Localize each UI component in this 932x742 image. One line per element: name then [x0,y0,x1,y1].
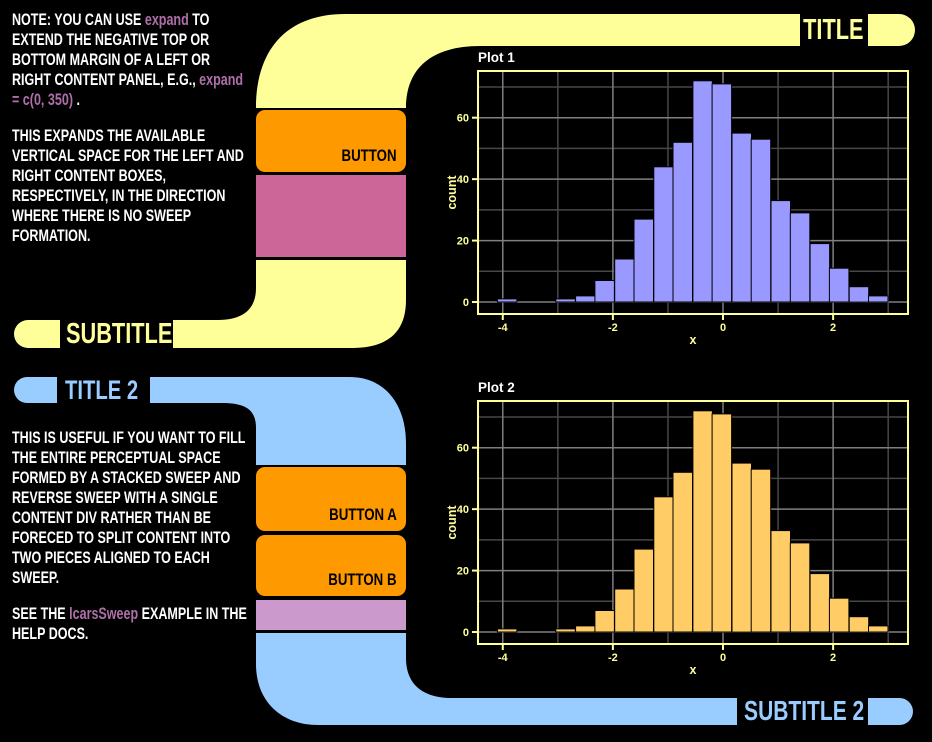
note2-paragraph1: THIS IS USEFUL IF YOU WANT TO FILL THE E… [12,428,252,588]
svg-text:Plot 2: Plot 2 [478,380,515,395]
svg-text:60: 60 [457,113,469,125]
title2-startcap [14,377,57,403]
svg-text:Plot 1: Plot 1 [478,50,515,65]
inline-code: expand = c(0, 350) [12,71,244,109]
svg-text:-4: -4 [498,652,509,664]
note-text-section2: THIS IS USEFUL IF YOU WANT TO FILL THE E… [12,428,252,660]
text-run: EXAMPLE IN THE HELP DOCS. [12,605,247,643]
title-endcap [868,14,915,46]
button-label: BUTTON [341,146,397,165]
button-b-label: BUTTON B [328,570,397,589]
text-run: THIS EXPANDS THE AVAILABLE VERTICAL SPAC… [12,127,244,245]
note2-paragraph2: SEE THE lcarsSweep EXAMPLE IN THE HELP D… [12,604,252,644]
subtitle2-label: SUBTITLE 2 [743,695,864,726]
title-text: TITLE [783,14,864,46]
svg-text:-2: -2 [608,652,618,664]
note-text-section1: NOTE: YOU CAN USE expand TO EXTEND THE N… [12,10,252,262]
pink-panel [256,175,406,257]
inline-code: lcarsSweep [69,605,139,623]
button-a-label: BUTTON A [329,505,397,524]
svg-text:count: count [446,175,459,210]
text-run: . [73,91,80,109]
svg-text:0: 0 [463,627,469,639]
svg-text:0: 0 [720,322,726,334]
svg-text:2: 2 [830,652,836,664]
note1-paragraph1: NOTE: YOU CAN USE expand TO EXTEND THE N… [12,10,252,110]
subtitle2-endcap [868,698,913,725]
svg-text:20: 20 [457,236,469,248]
button-b[interactable]: BUTTON B [256,535,406,596]
title2-text: TITLE 2 [65,375,163,405]
svg-text:2: 2 [830,322,836,334]
svg-text:60: 60 [457,443,469,455]
svg-text:-2: -2 [608,322,618,334]
title2-label: TITLE 2 [65,375,139,405]
yellow-sweep-bottom [173,260,406,348]
svg-text:40: 40 [457,174,469,186]
subtitle-text: SUBTITLE [66,318,208,350]
subtitle2-text: SUBTITLE 2 [704,697,864,725]
text-run: NOTE: YOU CAN USE [12,11,145,29]
svg-text:count: count [446,505,459,540]
svg-text:40: 40 [457,504,469,516]
svg-text:x: x [690,333,697,347]
note1-paragraph2: THIS EXPANDS THE AVAILABLE VERTICAL SPAC… [12,126,252,246]
inline-code: expand [144,11,189,29]
text-run: SEE THE [12,605,70,623]
lilac-panel [256,600,406,630]
button-a[interactable]: BUTTON A [256,467,406,531]
subtitle-label: SUBTITLE [66,318,173,350]
text-run: TO EXTEND THE NEGATIVE TOP OR BOTTOM MAR… [12,11,211,89]
button[interactable]: BUTTON [256,110,406,172]
plot2-figure: -4 -2 0 2 0 20 40 60 x count Plot 2 [446,375,932,685]
svg-text:x: x [690,663,697,677]
svg-text:20: 20 [457,566,469,578]
svg-text:0: 0 [720,652,726,664]
title-label: TITLE [803,14,864,46]
subtitle-startcap [14,320,60,348]
plot1-figure: -4 -2 0 2 0 20 40 60 x count Plot 1 [446,45,932,355]
svg-text:0: 0 [463,297,469,309]
svg-text:-4: -4 [498,322,509,334]
text-run: THIS IS USEFUL IF YOU WANT TO FILL THE E… [12,429,246,587]
